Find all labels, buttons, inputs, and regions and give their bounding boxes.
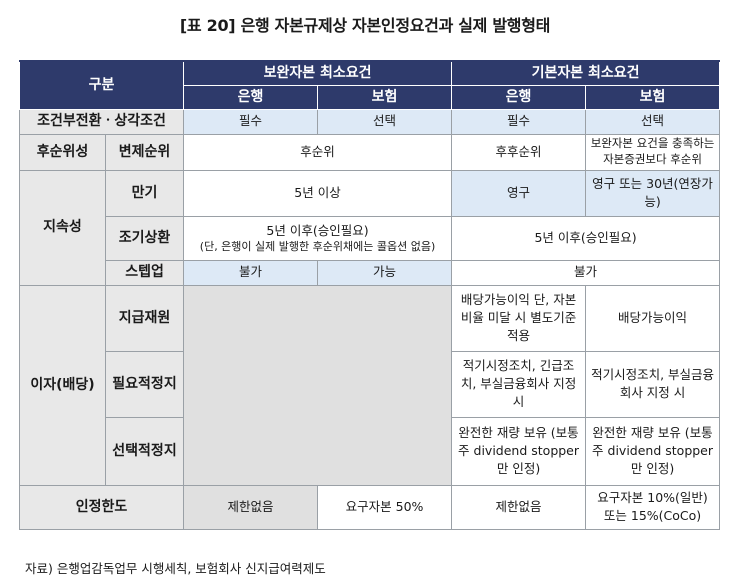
cell-mandatory-suspension-insurance-basic: 적기시정조치, 부실금융회사 지정 시 <box>585 350 721 418</box>
header-bank-basic: 은행 <box>451 84 587 110</box>
cell-maturity-insurance-basic: 영구 또는 30년(연장가능) <box>585 169 721 217</box>
group-permanence: 지속성 <box>19 169 106 286</box>
group-subordination: 후순위성 <box>19 133 106 171</box>
cell-conditional-c4: 선택 <box>585 108 721 135</box>
early-redemption-line1: 5년 이후(승인필요) <box>266 222 369 238</box>
cell-recognition-bank-supplementary: 제한없음 <box>183 484 319 530</box>
cell-stepup-insurance-supplementary: 가능 <box>317 259 453 286</box>
cell-recognition-bank-basic: 제한없음 <box>451 484 587 530</box>
cell-repayment-order-insurance-basic: 보완자본 요건을 충족하는 자본증권보다 후순위 <box>585 133 721 171</box>
cell-recognition-insurance-basic: 요구자본 10%(일반) 또는 15%(CoCo) <box>585 484 721 530</box>
header-basic-capital: 기본자본 최소요건 <box>451 60 721 86</box>
early-redemption-line2: (단, 은행이 실제 발행한 후순위채에는 콜옵션 없음) <box>199 239 436 253</box>
cell-mandatory-suspension-bank-basic: 적기시정조치, 긴급조치, 부실금융회사 지정 시 <box>451 350 587 418</box>
header-bank-supplementary: 은행 <box>183 84 319 110</box>
cell-conditional-c1: 필수 <box>183 108 319 135</box>
cell-maturity-supplementary: 5년 이상 <box>183 169 453 217</box>
cell-recognition-insurance-supplementary: 요구자본 50% <box>317 484 453 530</box>
cell-payment-source-insurance-basic: 배당가능이익 <box>585 284 721 352</box>
cell-payment-source-bank-basic: 배당가능이익 단, 자본비율 미달 시 별도기준 적용 <box>451 284 587 352</box>
source-note: 자료) 은행업감독업무 시행세칙, 보험회사 신지급여력제도 <box>25 561 326 576</box>
cell-early-redemption-basic: 5년 이후(승인필요) <box>451 215 721 261</box>
cell-repayment-order-supplementary: 후순위 <box>183 133 453 171</box>
table-title: [표 20] 은행 자본규제상 자본인정요건과 실제 발행형태 <box>179 16 551 35</box>
cell-stepup-basic: 불가 <box>451 259 721 286</box>
cell-optional-suspension-bank-basic: 완전한 재량 보유 (보통주 dividend stopper만 인정) <box>451 416 587 486</box>
header-insurance-basic: 보험 <box>585 84 721 110</box>
cell-early-redemption-supplementary: 5년 이후(승인필요) (단, 은행이 실제 발행한 후순위채에는 콜옵션 없음… <box>183 215 453 261</box>
cell-maturity-bank-basic: 영구 <box>451 169 587 217</box>
header-category: 구분 <box>18 60 185 110</box>
row-label-maturity: 만기 <box>104 169 185 217</box>
row-label-recognition-limit: 인정한도 <box>18 484 185 530</box>
cell-conditional-c3: 필수 <box>451 108 587 135</box>
header-supplementary-capital: 보완자본 최소요건 <box>183 60 453 86</box>
group-interest-dividend: 이자(배당) <box>19 284 106 486</box>
row-label-repayment-order: 변제순위 <box>104 133 185 171</box>
row-label-optional-suspension: 선택적정지 <box>104 416 185 486</box>
row-label-early-redemption: 조기상환 <box>104 215 185 261</box>
row-label-conditional: 조건부전환ㆍ상각조건 <box>18 108 185 135</box>
header-insurance-supplementary: 보험 <box>317 84 453 110</box>
cell-repayment-order-bank-basic: 후후순위 <box>451 133 587 171</box>
row-label-payment-source: 지급재원 <box>104 284 185 352</box>
cell-interest-supplementary-empty <box>183 284 453 486</box>
cell-conditional-c2: 선택 <box>317 108 453 135</box>
row-label-stepup: 스텝업 <box>104 259 185 286</box>
cell-optional-suspension-insurance-basic: 완전한 재량 보유 (보통주 dividend stopper만 인정) <box>585 416 721 486</box>
cell-stepup-bank-supplementary: 불가 <box>183 259 319 286</box>
row-label-mandatory-suspension: 필요적정지 <box>104 350 185 418</box>
capital-requirements-table: 구분 보완자본 최소요건 기본자본 최소요건 은행 보험 은행 보험 조건부전환… <box>18 60 721 530</box>
